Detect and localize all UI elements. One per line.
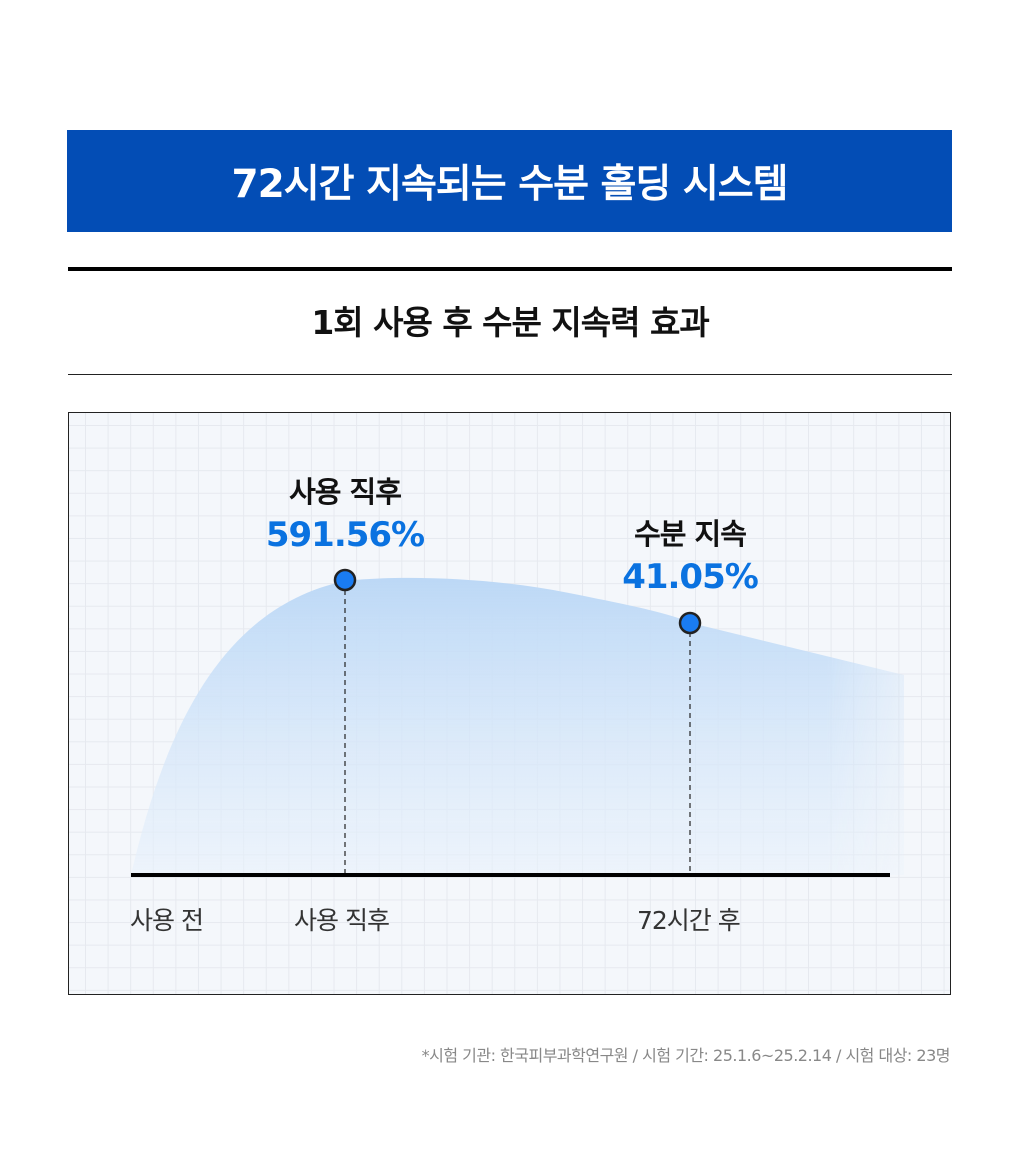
chart-panel: 사용 직후 591.56% 수분 지속 41.05% 사용 전 사용 직후 72… — [68, 412, 951, 995]
data-point-marker-1[interactable] — [333, 568, 357, 592]
divider-thin — [68, 374, 952, 375]
test-footnote: *시험 기관: 한국피부과학연구원 / 시험 기간: 25.1.6~25.2.1… — [421, 1046, 951, 1065]
x-label-before: 사용 전 — [130, 906, 204, 935]
x-label-72h: 72시간 후 — [637, 906, 741, 935]
banner-title: 72시간 지속되는 수분 홀딩 시스템 — [231, 162, 788, 207]
callout-after-use: 사용 직후 591.56% — [245, 469, 445, 555]
callout-value: 41.05% — [622, 557, 759, 597]
callout-value: 591.56% — [265, 515, 425, 555]
section-subtitle: 1회 사용 후 수분 지속력 효과 — [311, 303, 709, 342]
callout-label: 수분 지속 — [634, 517, 747, 551]
divider-thick — [68, 267, 952, 271]
area-fill — [131, 577, 904, 875]
callout-label: 사용 직후 — [289, 475, 402, 509]
callout-72h: 수분 지속 41.05% — [590, 511, 790, 597]
data-point-marker-2[interactable] — [678, 611, 702, 635]
title-banner: 72시간 지속되는 수분 홀딩 시스템 — [67, 130, 952, 232]
area-chart — [131, 568, 904, 877]
x-label-after-use: 사용 직후 — [294, 906, 390, 935]
